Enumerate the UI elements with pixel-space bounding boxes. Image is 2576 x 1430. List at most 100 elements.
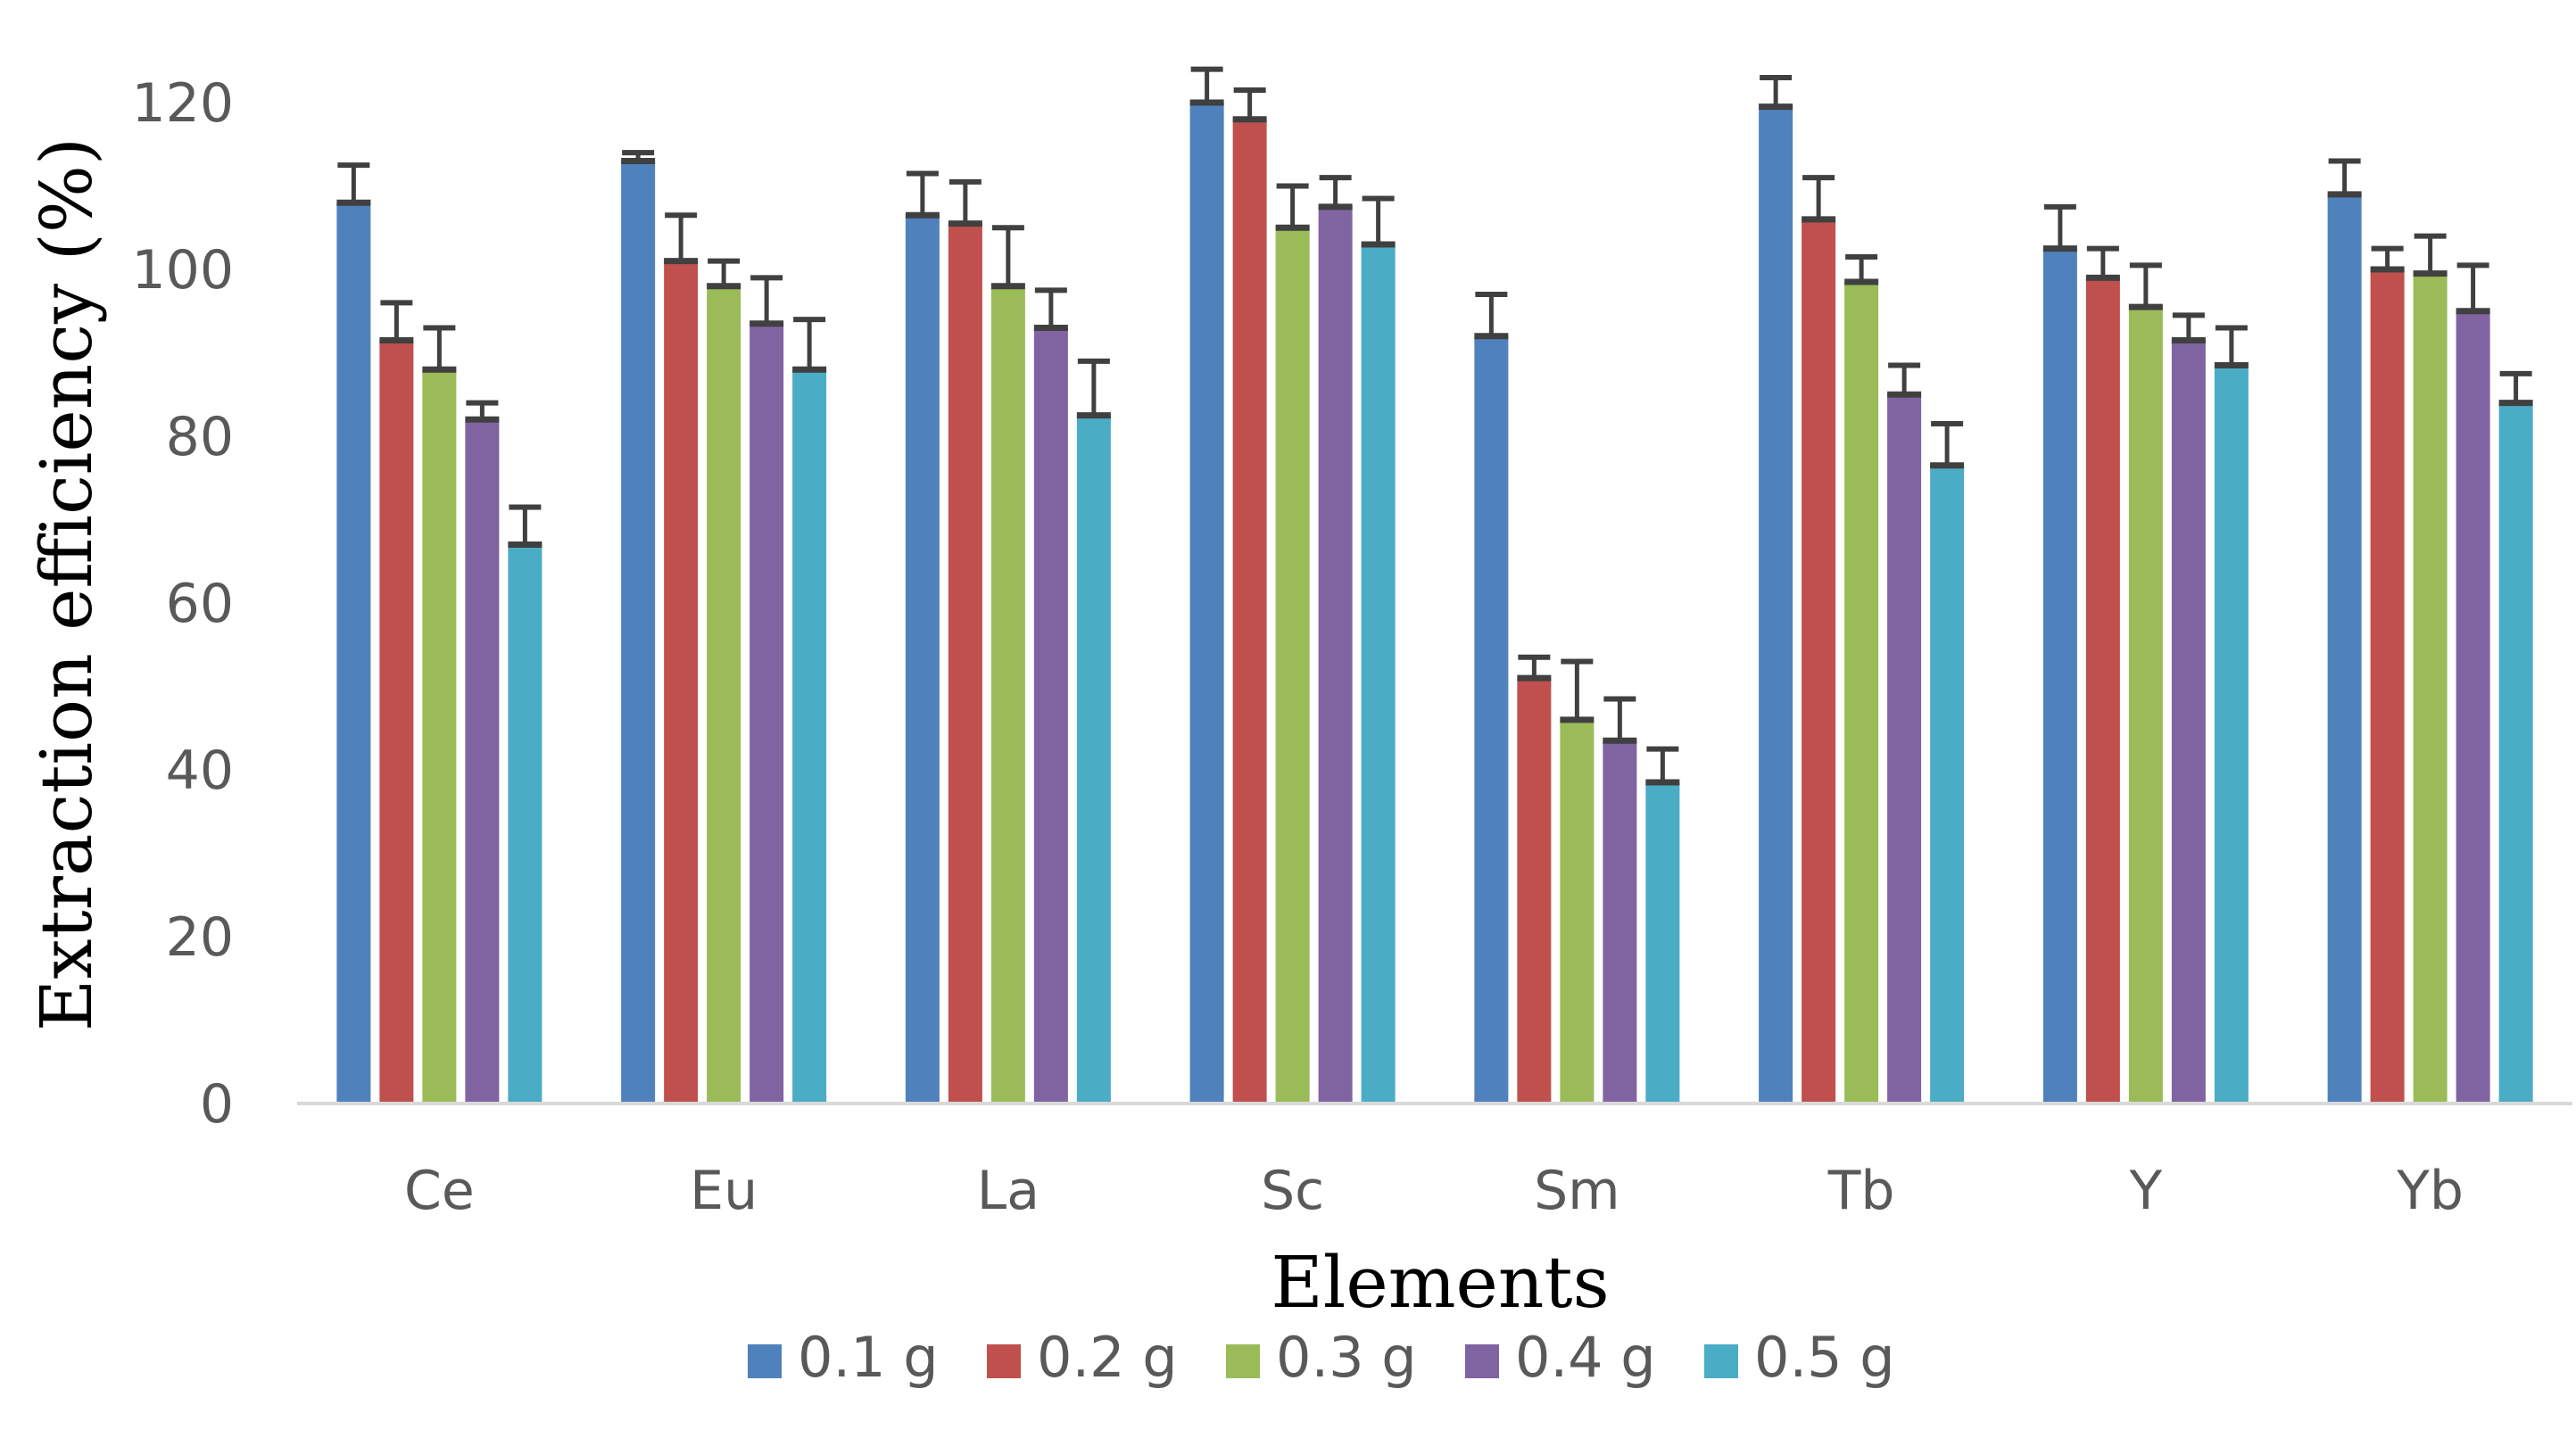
bar [508,544,543,1103]
bar [707,285,741,1103]
bar [1517,678,1552,1103]
error-bar [664,212,699,265]
legend-item: 0.5 g [1704,1325,1895,1390]
error-bar [1759,74,1793,111]
error-bar [1887,362,1922,398]
error-bar [2327,158,2362,198]
bar [2128,307,2163,1103]
error-bar [990,225,1025,290]
y-tick-label: 80 [166,406,234,468]
legend-label: 0.3 g [1276,1325,1417,1390]
error-bar [948,178,982,227]
error-bar [2171,312,2206,343]
error-bar [2370,245,2405,273]
bar [948,223,982,1103]
error-bar [1361,195,1396,248]
bar [1645,782,1680,1103]
bar [422,369,457,1103]
bar [1189,103,1224,1103]
error-bar [1033,287,1068,331]
legend-label: 0.5 g [1754,1325,1895,1390]
error-bar [1189,66,1224,106]
legend: 0.1 g 0.2 g 0.3 g 0.4 g 0.5 g [748,1325,1895,1390]
error-bar [2085,245,2120,281]
error-bar [1603,696,1637,744]
error-bar [1232,87,1267,123]
x-category-label: Sc [1261,1160,1324,1222]
error-bar [2214,325,2249,369]
error-bar [1474,292,1509,340]
error-bar [2128,262,2163,310]
bar [1275,227,1310,1103]
bar [1474,335,1509,1103]
bar [465,419,500,1103]
bar [990,285,1025,1103]
bar [664,260,699,1103]
bar [2456,310,2490,1103]
x-axis-title: Elements [1271,1241,1609,1324]
error-bar [905,170,940,219]
x-category-label: Y [2129,1160,2163,1222]
error-bar [1844,253,1879,285]
error-bar [422,325,457,373]
legend-swatch [748,1344,782,1378]
error-bars-layer [336,66,2533,786]
error-bar [2498,370,2533,407]
x-category-label: Sm [1534,1160,1620,1222]
error-bar [379,300,414,343]
bar [1076,415,1111,1103]
error-bar [750,275,784,327]
bar [1930,465,1965,1103]
x-category-label: Ce [404,1160,475,1222]
bar [905,215,940,1104]
bar [1232,119,1267,1104]
bar [1033,327,1068,1103]
error-bar [2413,233,2448,277]
error-bar [1318,175,1353,211]
legend-swatch [1704,1344,1738,1378]
bar [2498,402,2533,1104]
bar [2171,340,2206,1104]
y-tick-label: 20 [166,906,234,969]
bar [792,369,827,1103]
bar [2214,365,2249,1103]
error-bar [621,150,656,164]
y-tick-labels: 0 20 40 60 80 100 120 [131,72,234,1136]
bar [621,161,656,1104]
error-bar [1560,658,1594,723]
legend-label: 0.2 g [1037,1325,1178,1390]
error-bar [707,258,741,290]
error-bar [1275,183,1310,231]
x-category-label: Tb [1827,1160,1895,1222]
y-tick-label: 60 [166,573,234,635]
x-category-label: La [977,1160,1040,1222]
legend-item: 0.4 g [1465,1325,1656,1390]
legend-item: 0.2 g [987,1325,1178,1390]
x-category-label: Eu [690,1160,758,1222]
error-bar [2456,262,2490,315]
x-category-label: Yb [2396,1160,2464,1222]
error-bar [465,400,500,423]
bar [379,340,414,1104]
y-tick-label: 40 [166,740,234,802]
legend-swatch [987,1344,1021,1378]
legend-swatch [1226,1344,1260,1378]
error-bar [508,504,543,549]
bar [2327,194,2362,1104]
error-bar [1645,746,1680,786]
error-bar [1076,358,1111,419]
legend-label: 0.4 g [1515,1325,1656,1390]
bar [1844,282,1879,1103]
bar [1318,206,1353,1103]
legend-item: 0.3 g [1226,1325,1417,1390]
y-tick-label: 120 [131,72,234,135]
bars-layer [336,103,2533,1104]
bar [336,203,371,1103]
legend-swatch [1465,1344,1499,1378]
error-bar [1802,175,1836,223]
y-tick-label: 100 [131,239,234,302]
bar [1560,719,1594,1103]
y-axis-title: Extraction efficiency (%) [25,137,108,1031]
x-category-labels: Ce Eu La Sc Sm Tb Y Yb [404,1160,2464,1222]
